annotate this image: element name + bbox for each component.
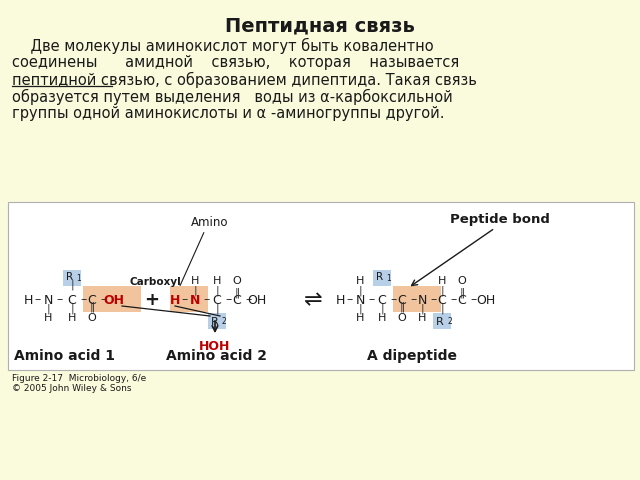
Text: |: | <box>440 304 444 314</box>
Text: R: R <box>436 317 444 327</box>
Bar <box>8 202 634 370</box>
Text: C: C <box>68 293 76 307</box>
Text: |: | <box>193 286 197 296</box>
Bar <box>373 270 391 286</box>
Text: группы одной аминокислоты и α -аминогруппы другой.: группы одной аминокислоты и α -аминогруп… <box>12 106 445 121</box>
Text: O: O <box>397 313 406 323</box>
Text: H: H <box>44 313 52 323</box>
Text: ‖: ‖ <box>399 302 404 312</box>
Bar <box>393 286 441 312</box>
Text: R: R <box>211 317 219 327</box>
Text: |: | <box>380 304 384 314</box>
Text: N: N <box>44 293 52 307</box>
Text: Пептидная связь: Пептидная связь <box>225 16 415 35</box>
Text: OH: OH <box>104 293 125 307</box>
Text: R: R <box>67 272 74 282</box>
Text: Amino acid 1: Amino acid 1 <box>15 349 115 363</box>
Text: OH: OH <box>248 293 267 307</box>
Text: H: H <box>438 276 446 286</box>
Text: 1: 1 <box>386 274 391 283</box>
Text: |: | <box>420 304 424 314</box>
Text: |: | <box>215 286 219 296</box>
Text: |: | <box>70 304 74 314</box>
Text: ‖: ‖ <box>460 288 465 298</box>
Text: –: – <box>101 293 107 307</box>
Text: |: | <box>70 280 74 290</box>
Text: O: O <box>88 313 97 323</box>
Text: H: H <box>356 313 364 323</box>
Text: ‖: ‖ <box>90 302 95 312</box>
Text: 2: 2 <box>222 317 227 326</box>
Text: N: N <box>190 293 200 307</box>
Text: пептидной связью, с образованием дипептида. Такая связь: пептидной связью, с образованием дипепти… <box>12 72 477 88</box>
Text: H: H <box>68 313 76 323</box>
Text: –: – <box>451 293 457 307</box>
Text: ⇌: ⇌ <box>304 290 323 310</box>
Text: C: C <box>88 293 97 307</box>
Text: H: H <box>418 313 426 323</box>
Text: Amino acid 2: Amino acid 2 <box>166 349 268 363</box>
Text: –: – <box>35 293 41 307</box>
Text: ‖: ‖ <box>234 288 239 298</box>
Text: Две молекулы аминокислот могут быть ковалентно: Две молекулы аминокислот могут быть кова… <box>12 38 434 54</box>
Text: C: C <box>397 293 406 307</box>
Bar <box>83 286 141 312</box>
Text: –: – <box>226 293 232 307</box>
Text: 1: 1 <box>76 274 81 283</box>
Text: H: H <box>356 276 364 286</box>
Text: C: C <box>212 293 221 307</box>
Bar <box>170 286 208 312</box>
Text: HOH: HOH <box>199 339 230 352</box>
Text: –: – <box>246 293 252 307</box>
Text: –: – <box>411 293 417 307</box>
Text: H: H <box>191 276 199 286</box>
Text: –: – <box>431 293 437 307</box>
Text: Figure 2-17  Microbiology, 6/e
© 2005 John Wiley & Sons: Figure 2-17 Microbiology, 6/e © 2005 Joh… <box>12 374 147 394</box>
Text: –: – <box>369 293 375 307</box>
Text: C: C <box>378 293 387 307</box>
Text: –: – <box>471 293 477 307</box>
Text: N: N <box>417 293 427 307</box>
Text: соединены      амидной    связью,    которая    называется: соединены амидной связью, которая называ… <box>12 55 460 70</box>
Text: H: H <box>170 293 180 307</box>
Bar <box>433 313 451 329</box>
Text: C: C <box>458 293 467 307</box>
Text: C: C <box>438 293 446 307</box>
Text: Carboxyl: Carboxyl <box>130 277 182 287</box>
Text: |: | <box>358 304 362 314</box>
Text: C: C <box>232 293 241 307</box>
Text: Peptide bond: Peptide bond <box>450 214 550 227</box>
Text: N: N <box>355 293 365 307</box>
Text: |: | <box>440 286 444 296</box>
Text: H: H <box>213 276 221 286</box>
Text: –: – <box>57 293 63 307</box>
Text: O: O <box>458 276 467 286</box>
Text: –: – <box>182 293 188 307</box>
Text: +: + <box>145 291 159 309</box>
Text: H: H <box>378 313 386 323</box>
Text: O: O <box>232 276 241 286</box>
Text: 2: 2 <box>447 317 452 326</box>
Bar <box>208 313 226 329</box>
Text: |: | <box>358 286 362 296</box>
Text: OH: OH <box>476 293 495 307</box>
Text: |: | <box>46 304 50 314</box>
Text: H: H <box>23 293 33 307</box>
Text: H: H <box>335 293 345 307</box>
Text: R: R <box>376 272 383 282</box>
Text: образуется путем выделения   воды из α-карбоксильной: образуется путем выделения воды из α-кар… <box>12 89 452 105</box>
Text: Amino: Amino <box>191 216 228 228</box>
Bar <box>63 270 81 286</box>
Text: |: | <box>215 304 219 314</box>
Text: –: – <box>204 293 210 307</box>
Text: –: – <box>81 293 87 307</box>
Text: –: – <box>347 293 353 307</box>
Text: A dipeptide: A dipeptide <box>367 349 457 363</box>
Text: –: – <box>391 293 397 307</box>
